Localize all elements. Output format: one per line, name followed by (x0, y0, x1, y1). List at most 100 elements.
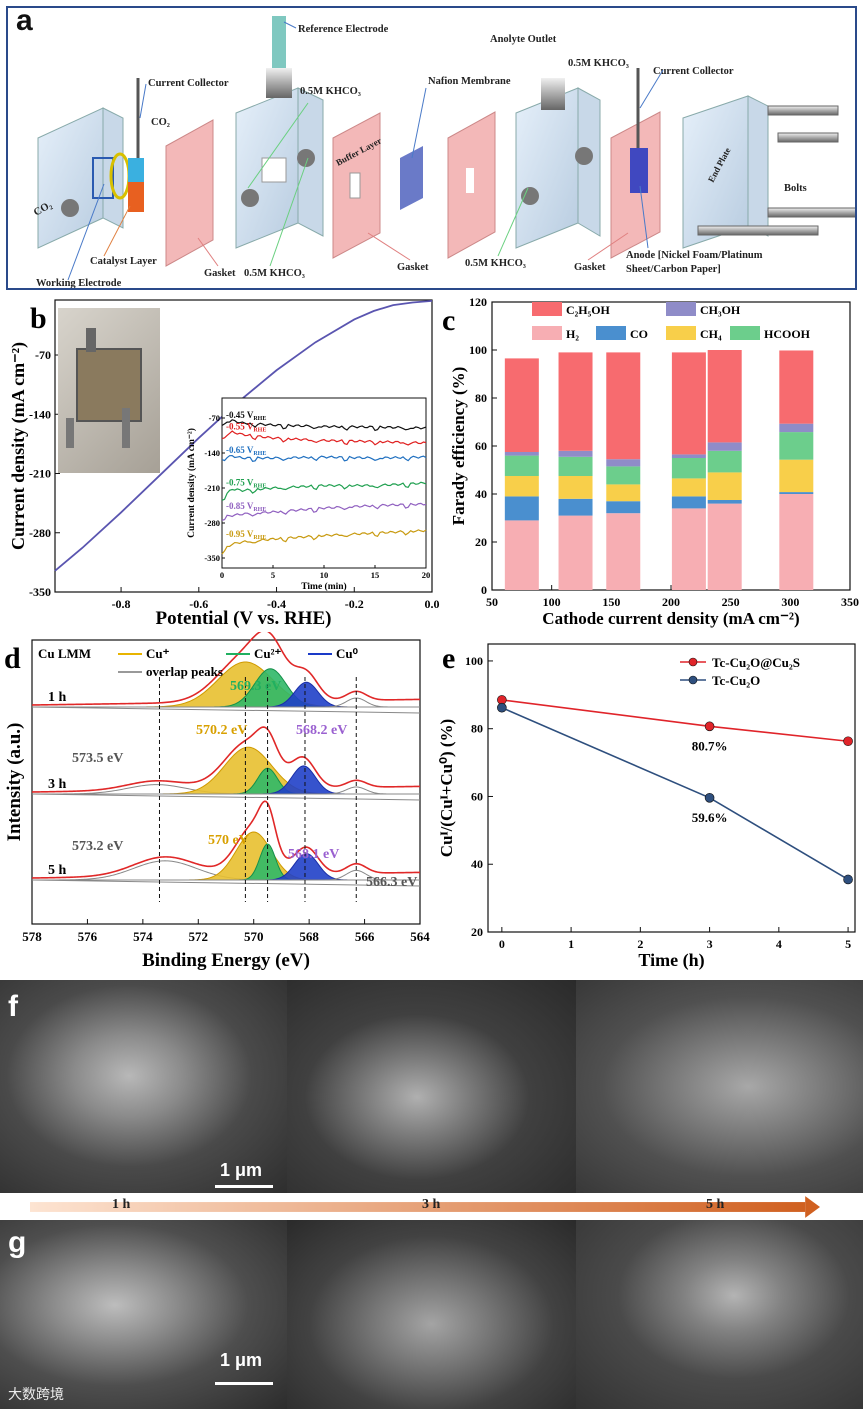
y-tick-label: -350 (29, 585, 51, 599)
fe-bar-segment (558, 476, 593, 499)
series-point (497, 702, 507, 713)
panel-f-label: f (8, 990, 18, 1023)
inset-y-tick-label: -210 (204, 483, 220, 493)
watermark: 大数跨境 (8, 1387, 64, 1403)
sem-g-2 (287, 1220, 576, 1409)
x-tick-label: 576 (78, 929, 98, 944)
inset-series-line (221, 419, 427, 432)
time-3h: 3 h (422, 1197, 441, 1212)
panel-a-label: a (16, 4, 33, 37)
inset-legend-sub: RHE (253, 428, 266, 434)
svg-text:Bolts: Bolts (784, 183, 807, 194)
legend-label: H₂ (566, 327, 579, 341)
inset-series-line (221, 430, 427, 446)
x-tick-label: 564 (410, 929, 430, 944)
trace-label: 3 h (48, 777, 67, 792)
legend-label: overlap peaks (146, 664, 223, 679)
sem-f-5h (576, 980, 863, 1193)
xps-envelope (31, 800, 421, 879)
x-tick-label: 200 (662, 595, 680, 609)
inset-legend-sub: RHE (253, 484, 266, 490)
panel-a-schematic: Current Collector CO₂ CO₂ Reference Elec… (6, 4, 859, 290)
x-tick-label: 572 (189, 929, 209, 944)
inset-y-tick-label: -140 (204, 448, 220, 458)
fe-bar-segment (558, 352, 593, 451)
svg-text:Reference Electrode: Reference Electrode (298, 24, 389, 35)
peak-annotation: 568.1 eV (288, 847, 339, 862)
legend-label: Cu⁰ (336, 646, 359, 661)
y-tick-label: -70 (35, 348, 51, 362)
inset-legend-label: -0.55 VRHE (226, 422, 266, 434)
x-tick-label: -0.2 (345, 597, 364, 611)
bolts (697, 105, 859, 236)
scale-text-g: 1 μm (220, 1350, 263, 1370)
time-1h: 1 h (112, 1197, 131, 1212)
svg-text:Anode [Nickel Foam/Platinum: Anode [Nickel Foam/Platinum (626, 250, 763, 261)
legend-marker (688, 675, 698, 685)
xps-envelope (31, 726, 421, 793)
peak-annotation: 573.5 eV (72, 751, 123, 766)
legend-swatch (730, 326, 760, 340)
x-tick-label: 0 (499, 937, 505, 951)
legend-label: Tc-Cu₂O (712, 673, 760, 688)
fe-bar-segment (504, 358, 539, 452)
svg-text:Sheet/Carbon Paper]: Sheet/Carbon Paper] (626, 264, 721, 275)
y-tick-label: 100 (469, 343, 487, 357)
svg-text:0.5M KHCO₃: 0.5M KHCO₃ (568, 58, 629, 69)
gasket-1 (165, 119, 214, 267)
inset-x-tick-label: 15 (371, 570, 380, 580)
inset-legend-v: -0.75 V (226, 478, 254, 488)
x-tick-label: 250 (722, 595, 740, 609)
inset-y-tick-label: -280 (204, 518, 220, 528)
svg-text:0.5M KHCO₃: 0.5M KHCO₃ (244, 268, 305, 279)
panel-c-label: c (442, 304, 455, 337)
y-axis-label: Cuᴵ/(Cuᴵ+Cu⁰) (%) (437, 719, 456, 857)
inset-legend-sub: RHE (253, 416, 266, 422)
y-tick-label: 40 (475, 487, 487, 501)
y-tick-label: -140 (29, 407, 51, 421)
xps-envelope (31, 629, 421, 706)
inset-legend-sub: RHE (253, 507, 266, 513)
trace-label: 1 h (48, 690, 67, 705)
x-tick-label: -0.4 (267, 597, 286, 611)
legend-marker (688, 657, 698, 667)
inset-legend-v: -0.85 V (226, 501, 254, 511)
x-tick-label: 574 (133, 929, 153, 944)
x-tick-label: 1 (568, 937, 574, 951)
series-point (704, 721, 715, 732)
legend-label: Cu²⁺ (254, 646, 282, 661)
svg-text:Nafion Membrane: Nafion Membrane (428, 76, 511, 87)
label-current-collector-left: Current Collector (148, 78, 229, 89)
fe-bar-segment (606, 484, 641, 502)
fe-bar-segment (779, 459, 814, 493)
svg-text:Anolyte Outlet: Anolyte Outlet (490, 34, 557, 45)
inset-x-tick-label: 20 (422, 570, 431, 580)
svg-text:Gasket: Gasket (574, 262, 606, 273)
legend-swatch (596, 326, 626, 340)
legend-swatch (532, 302, 562, 316)
sem-g-3 (576, 1220, 863, 1409)
fe-bar-segment (707, 442, 742, 451)
peak-annotation: 568.2 eV (296, 723, 347, 738)
svg-text:Gasket: Gasket (397, 262, 429, 273)
series-line (501, 706, 849, 881)
x-tick-label: 0.0 (425, 597, 440, 611)
scale-text-f: 1 μm (220, 1160, 263, 1180)
y-axis-label: Intensity (a.u.) (4, 723, 25, 842)
legend-swatch (532, 326, 562, 340)
svg-text:0.5M KHCO₃: 0.5M KHCO₃ (300, 86, 361, 97)
fe-bar-segment (606, 466, 641, 485)
fe-bar-segment (779, 432, 814, 460)
xps-baseline (31, 793, 421, 801)
panel-e: 0 1 2 3 4 5 20 40 60 80 100 Tc-Cu₂O@Cu₂S Tc-Cu₂O 80.7… (430, 632, 863, 980)
fe-bar-segment (779, 494, 814, 590)
fe-bar-segment (606, 501, 641, 514)
series-line (501, 699, 849, 743)
chart-e: 0 1 2 3 4 5 20 40 60 80 100 Tc-Cu₂O@Cu₂S Tc-Cu₂O 80.7… (437, 642, 856, 971)
x-tick-label: -0.6 (189, 597, 208, 611)
y-tick-label: 0 (481, 583, 487, 597)
inset-legend-label: -0.75 VRHE (226, 478, 266, 490)
fe-bar-segment (671, 454, 706, 458)
x-tick-label: -0.8 (112, 597, 131, 611)
x-tick-label: 100 (543, 595, 561, 609)
